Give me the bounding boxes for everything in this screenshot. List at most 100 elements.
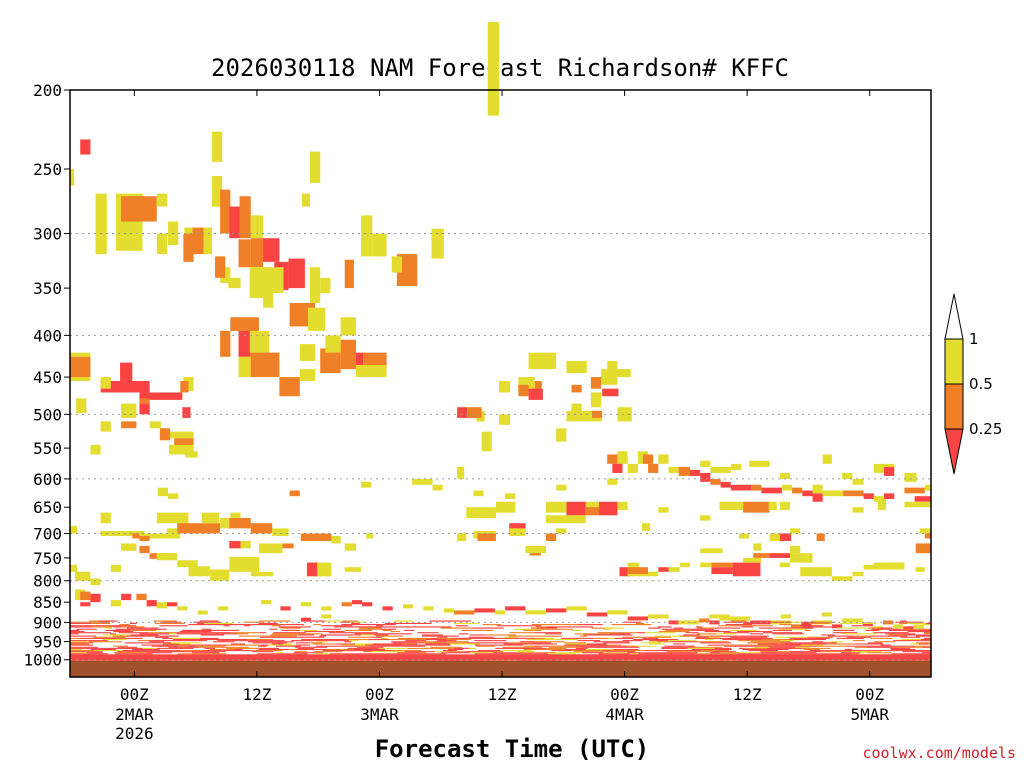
ri-cell	[402, 604, 414, 609]
ri-cell	[355, 352, 364, 370]
ri-cell	[211, 176, 223, 207]
ri-cell	[523, 629, 542, 631]
ri-cell	[372, 643, 403, 645]
ri-cell	[356, 645, 371, 647]
ri-cell	[698, 641, 729, 643]
ri-cell	[641, 523, 651, 531]
ri-cell	[100, 377, 111, 389]
ri-cell	[747, 645, 767, 647]
ri-cell	[382, 606, 393, 611]
ri-cell	[751, 641, 760, 643]
ri-cell	[329, 653, 342, 655]
ri-cell	[743, 637, 773, 639]
ri-cell	[556, 648, 565, 651]
ri-cell	[740, 625, 773, 627]
ri-cell	[800, 644, 824, 646]
ri-cell	[230, 512, 241, 518]
ri-cell	[891, 653, 914, 655]
ri-cell	[372, 233, 387, 257]
site-credit[interactable]: coolwx.com/models	[862, 744, 1016, 762]
ri-cell	[467, 642, 490, 644]
ri-cell	[89, 641, 122, 643]
plot-area	[70, 21, 931, 677]
ri-cell	[204, 622, 233, 625]
ri-cell	[110, 600, 122, 607]
ri-cell	[545, 515, 586, 524]
ri-cell	[313, 624, 322, 626]
ri-cell	[789, 652, 817, 654]
ri-cell	[121, 543, 137, 551]
ri-cell	[310, 267, 321, 303]
ri-cell	[851, 625, 863, 627]
ri-cell	[158, 651, 174, 653]
ri-cell	[75, 571, 91, 581]
ri-cell	[737, 630, 763, 633]
ri-cell	[280, 627, 301, 629]
ri-cell	[469, 634, 485, 636]
ri-cell	[830, 641, 844, 643]
ri-cell	[349, 621, 364, 623]
ri-cell	[800, 567, 832, 577]
ri-cell	[252, 647, 260, 649]
ri-cell	[546, 638, 579, 641]
ri-cell	[267, 648, 289, 651]
ri-cell	[219, 632, 231, 634]
ri-cell	[83, 632, 111, 634]
ri-cell	[673, 627, 684, 629]
ri-cell	[92, 626, 114, 628]
ri-cell	[601, 369, 618, 385]
ri-cell	[679, 635, 711, 637]
ri-cell	[381, 637, 389, 639]
ri-cell	[421, 635, 431, 637]
ri-cell	[249, 267, 284, 294]
ri-cell	[498, 380, 511, 393]
ri-cell	[199, 637, 219, 639]
ri-cell	[871, 628, 901, 630]
ri-cell	[844, 648, 853, 651]
ri-cell	[334, 626, 367, 628]
ri-cell	[591, 627, 605, 629]
ri-cell	[508, 635, 530, 637]
ri-cell	[626, 652, 643, 654]
ri-cell	[852, 507, 864, 513]
ri-cell	[590, 392, 602, 408]
ri-cell	[865, 629, 880, 631]
ri-cell	[90, 578, 101, 586]
ri-cell	[366, 533, 374, 539]
ri-cell	[494, 610, 506, 615]
ri-cell	[268, 653, 286, 655]
ri-cell	[648, 463, 659, 473]
ri-cell	[833, 632, 858, 634]
ri-cell	[362, 602, 373, 607]
ri-cell	[474, 640, 507, 642]
ri-cell	[696, 636, 709, 638]
ri-cell	[779, 533, 792, 541]
ri-cell	[247, 641, 274, 643]
ri-cell	[700, 460, 711, 467]
ri-cell	[902, 651, 920, 653]
ri-cell	[105, 629, 131, 631]
ri-cell	[363, 352, 387, 370]
ri-cell	[271, 625, 281, 627]
ri-cell	[870, 645, 890, 647]
ri-cell	[273, 632, 294, 634]
ri-cell	[279, 377, 300, 397]
ri-cell	[156, 602, 168, 609]
ri-cell	[556, 428, 567, 442]
ri-cell	[70, 643, 89, 645]
ri-cell	[300, 602, 312, 607]
x-tick-date: 5MAR	[850, 705, 889, 724]
ri-cell	[430, 635, 459, 637]
ri-cell	[789, 627, 814, 629]
ri-cell	[112, 635, 126, 637]
ri-cell	[468, 647, 477, 649]
ri-cell	[710, 635, 740, 637]
ri-cell	[238, 640, 270, 642]
ri-cell	[649, 640, 669, 642]
ri-cell	[700, 472, 711, 482]
ri-cell	[814, 642, 837, 644]
ri-cell	[792, 642, 804, 644]
ri-cell	[132, 533, 140, 539]
ri-cell	[341, 644, 365, 646]
ri-cell	[915, 567, 925, 572]
